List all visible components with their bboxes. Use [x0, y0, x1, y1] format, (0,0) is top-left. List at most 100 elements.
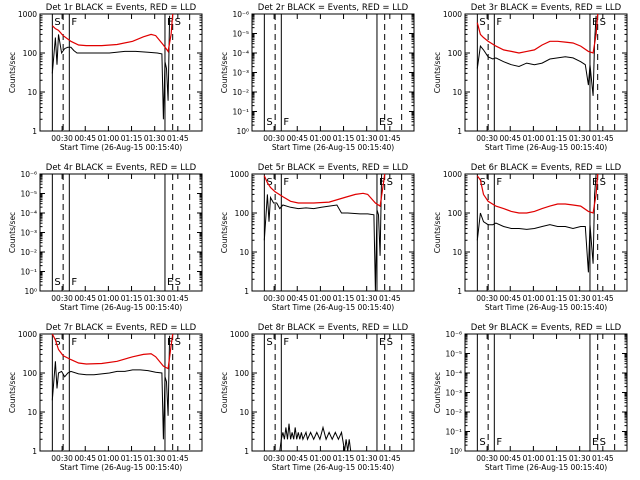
- marker-label: S: [387, 337, 393, 348]
- panel-det-4: Det 4r BLACK = Events, RED = LLD 10⁰ 10⁻¹ 1…: [8, 163, 203, 312]
- x-tick-label: 01:00: [310, 454, 332, 463]
- plot-frame: [464, 13, 628, 132]
- marker-label: S: [600, 177, 606, 188]
- x-tick-label: 01:30: [569, 134, 591, 143]
- marker-label: F: [283, 177, 289, 188]
- y-tick-label: 10⁰: [449, 447, 462, 456]
- y-tick-label: 10⁻⁵: [232, 30, 249, 39]
- y-tick-label: 10⁻⁴: [20, 209, 37, 218]
- x-tick-label: 00:45: [74, 454, 96, 463]
- x-tick-label: 01:45: [379, 294, 401, 303]
- y-tick-label: 1: [457, 127, 462, 136]
- y-tick-label: 10⁻³: [445, 389, 462, 398]
- panel-det-9: Det 9r BLACK = Events, RED = LLD 10⁰ 10⁻¹ 1…: [433, 323, 628, 472]
- y-tick-label: 10: [27, 88, 37, 97]
- x-tick-label: 00:45: [499, 294, 521, 303]
- x-tick-label: 00:30: [263, 454, 285, 463]
- x-tick-label: 01:45: [592, 454, 614, 463]
- y-tick-label: 100: [448, 49, 463, 58]
- events-series-line: [51, 335, 171, 440]
- marker-label: E: [592, 437, 598, 448]
- x-tick-label: 00:45: [74, 134, 96, 143]
- panel-det-8: Det 8r BLACK = Events, RED = LLD 1 10 100 10…: [220, 323, 415, 472]
- x-tick-label: 01:30: [356, 454, 378, 463]
- panel-title: Det 9r BLACK = Events, RED = LLD: [471, 323, 622, 333]
- x-tick-label: 01:45: [167, 294, 189, 303]
- y-tick-label: 10: [239, 248, 249, 257]
- x-tick-label: 01:15: [121, 454, 143, 463]
- x-tick-label: 01:30: [356, 134, 378, 143]
- marker-label: F: [71, 277, 77, 288]
- y-axis-label: Counts/sec: [220, 52, 229, 93]
- y-tick-label: 1000: [230, 170, 249, 179]
- marker-label: S: [54, 277, 60, 288]
- y-tick-label: 1000: [18, 10, 37, 19]
- marker-label: S: [600, 17, 606, 28]
- y-tick-label: 10⁻⁴: [445, 369, 462, 378]
- x-tick-label: 01:00: [523, 294, 545, 303]
- y-axis-label: Counts/sec: [8, 212, 17, 253]
- marker-label: S: [54, 17, 60, 28]
- x-tick-label: 01:15: [121, 134, 143, 143]
- x-tick-label: 00:30: [263, 134, 285, 143]
- y-tick-label: 100: [235, 209, 250, 218]
- y-tick-label: 1: [244, 287, 249, 296]
- x-tick-label: 01:15: [121, 294, 143, 303]
- x-tick-label: 01:45: [167, 134, 189, 143]
- marker-label: F: [496, 17, 502, 28]
- x-tick-label: 01:00: [98, 134, 120, 143]
- panel-title: Det 8r BLACK = Events, RED = LLD: [258, 323, 409, 333]
- panel-title: Det 4r BLACK = Events, RED = LLD: [46, 163, 197, 173]
- plot-frame: [251, 13, 415, 132]
- lld-series-line: [51, 333, 174, 370]
- panel-title: Det 2r BLACK = Events, RED = LLD: [258, 3, 409, 13]
- y-tick-label: 10: [452, 88, 462, 97]
- marker-label: F: [71, 337, 77, 348]
- y-tick-label: 10⁻³: [232, 69, 249, 78]
- x-tick-label: 01:45: [379, 134, 401, 143]
- y-tick-label: 10: [452, 248, 462, 257]
- y-tick-label: 10⁻²: [232, 88, 249, 97]
- marker-label: S: [479, 17, 485, 28]
- x-tick-label: 00:30: [51, 294, 73, 303]
- x-axis-label: Start Time (26-Aug-15 00:15:40): [272, 463, 394, 472]
- panel-title: Det 1r BLACK = Events, RED = LLD: [46, 3, 197, 13]
- events-series-line: [51, 15, 171, 120]
- x-tick-label: 00:30: [263, 294, 285, 303]
- marker-label: F: [496, 177, 502, 188]
- marker-label: F: [283, 117, 289, 128]
- marker-label: S: [600, 437, 606, 448]
- x-tick-label: 01:30: [144, 294, 166, 303]
- y-tick-label: 10⁻⁶: [445, 330, 462, 339]
- x-tick-label: 00:45: [74, 294, 96, 303]
- y-axis-label: Counts/sec: [220, 212, 229, 253]
- x-tick-label: 00:45: [286, 134, 308, 143]
- x-tick-label: 00:45: [286, 454, 308, 463]
- y-tick-label: 1: [244, 447, 249, 456]
- x-tick-label: 00:30: [476, 134, 498, 143]
- y-tick-label: 10⁻⁴: [232, 49, 249, 58]
- x-tick-label: 00:45: [286, 294, 308, 303]
- panel-det-2: Det 2r BLACK = Events, RED = LLD 10⁰ 10⁻¹ 1…: [220, 3, 415, 152]
- y-axis-label: Counts/sec: [220, 372, 229, 413]
- x-axis-label: Start Time (26-Aug-15 00:15:40): [485, 463, 607, 472]
- y-axis-label: Counts/sec: [433, 372, 442, 413]
- x-tick-label: 01:45: [167, 454, 189, 463]
- x-tick-label: 01:30: [144, 134, 166, 143]
- panel-det-1: Det 1r BLACK = Events, RED = LLD 1 10 100 10…: [8, 3, 203, 152]
- plot-frame: [39, 173, 203, 292]
- x-tick-label: 01:00: [523, 454, 545, 463]
- x-tick-label: 01:15: [333, 454, 355, 463]
- panel-det-3: Det 3r BLACK = Events, RED = LLD 1 10 100 10…: [433, 3, 628, 152]
- marker-label: S: [175, 277, 181, 288]
- events-series-line: [264, 423, 376, 452]
- marker-label: F: [71, 17, 77, 28]
- y-tick-label: 10⁻¹: [232, 108, 249, 117]
- lld-series-line: [476, 13, 599, 54]
- marker-label: S: [175, 337, 181, 348]
- marker-label: E: [167, 337, 173, 348]
- x-axis-label: Start Time (26-Aug-15 00:15:40): [60, 303, 182, 312]
- panel-det-5: Det 5r BLACK = Events, RED = LLD 1 10 100 10…: [220, 163, 415, 312]
- x-tick-label: 01:15: [333, 134, 355, 143]
- panel-title: Det 7r BLACK = Events, RED = LLD: [46, 323, 197, 333]
